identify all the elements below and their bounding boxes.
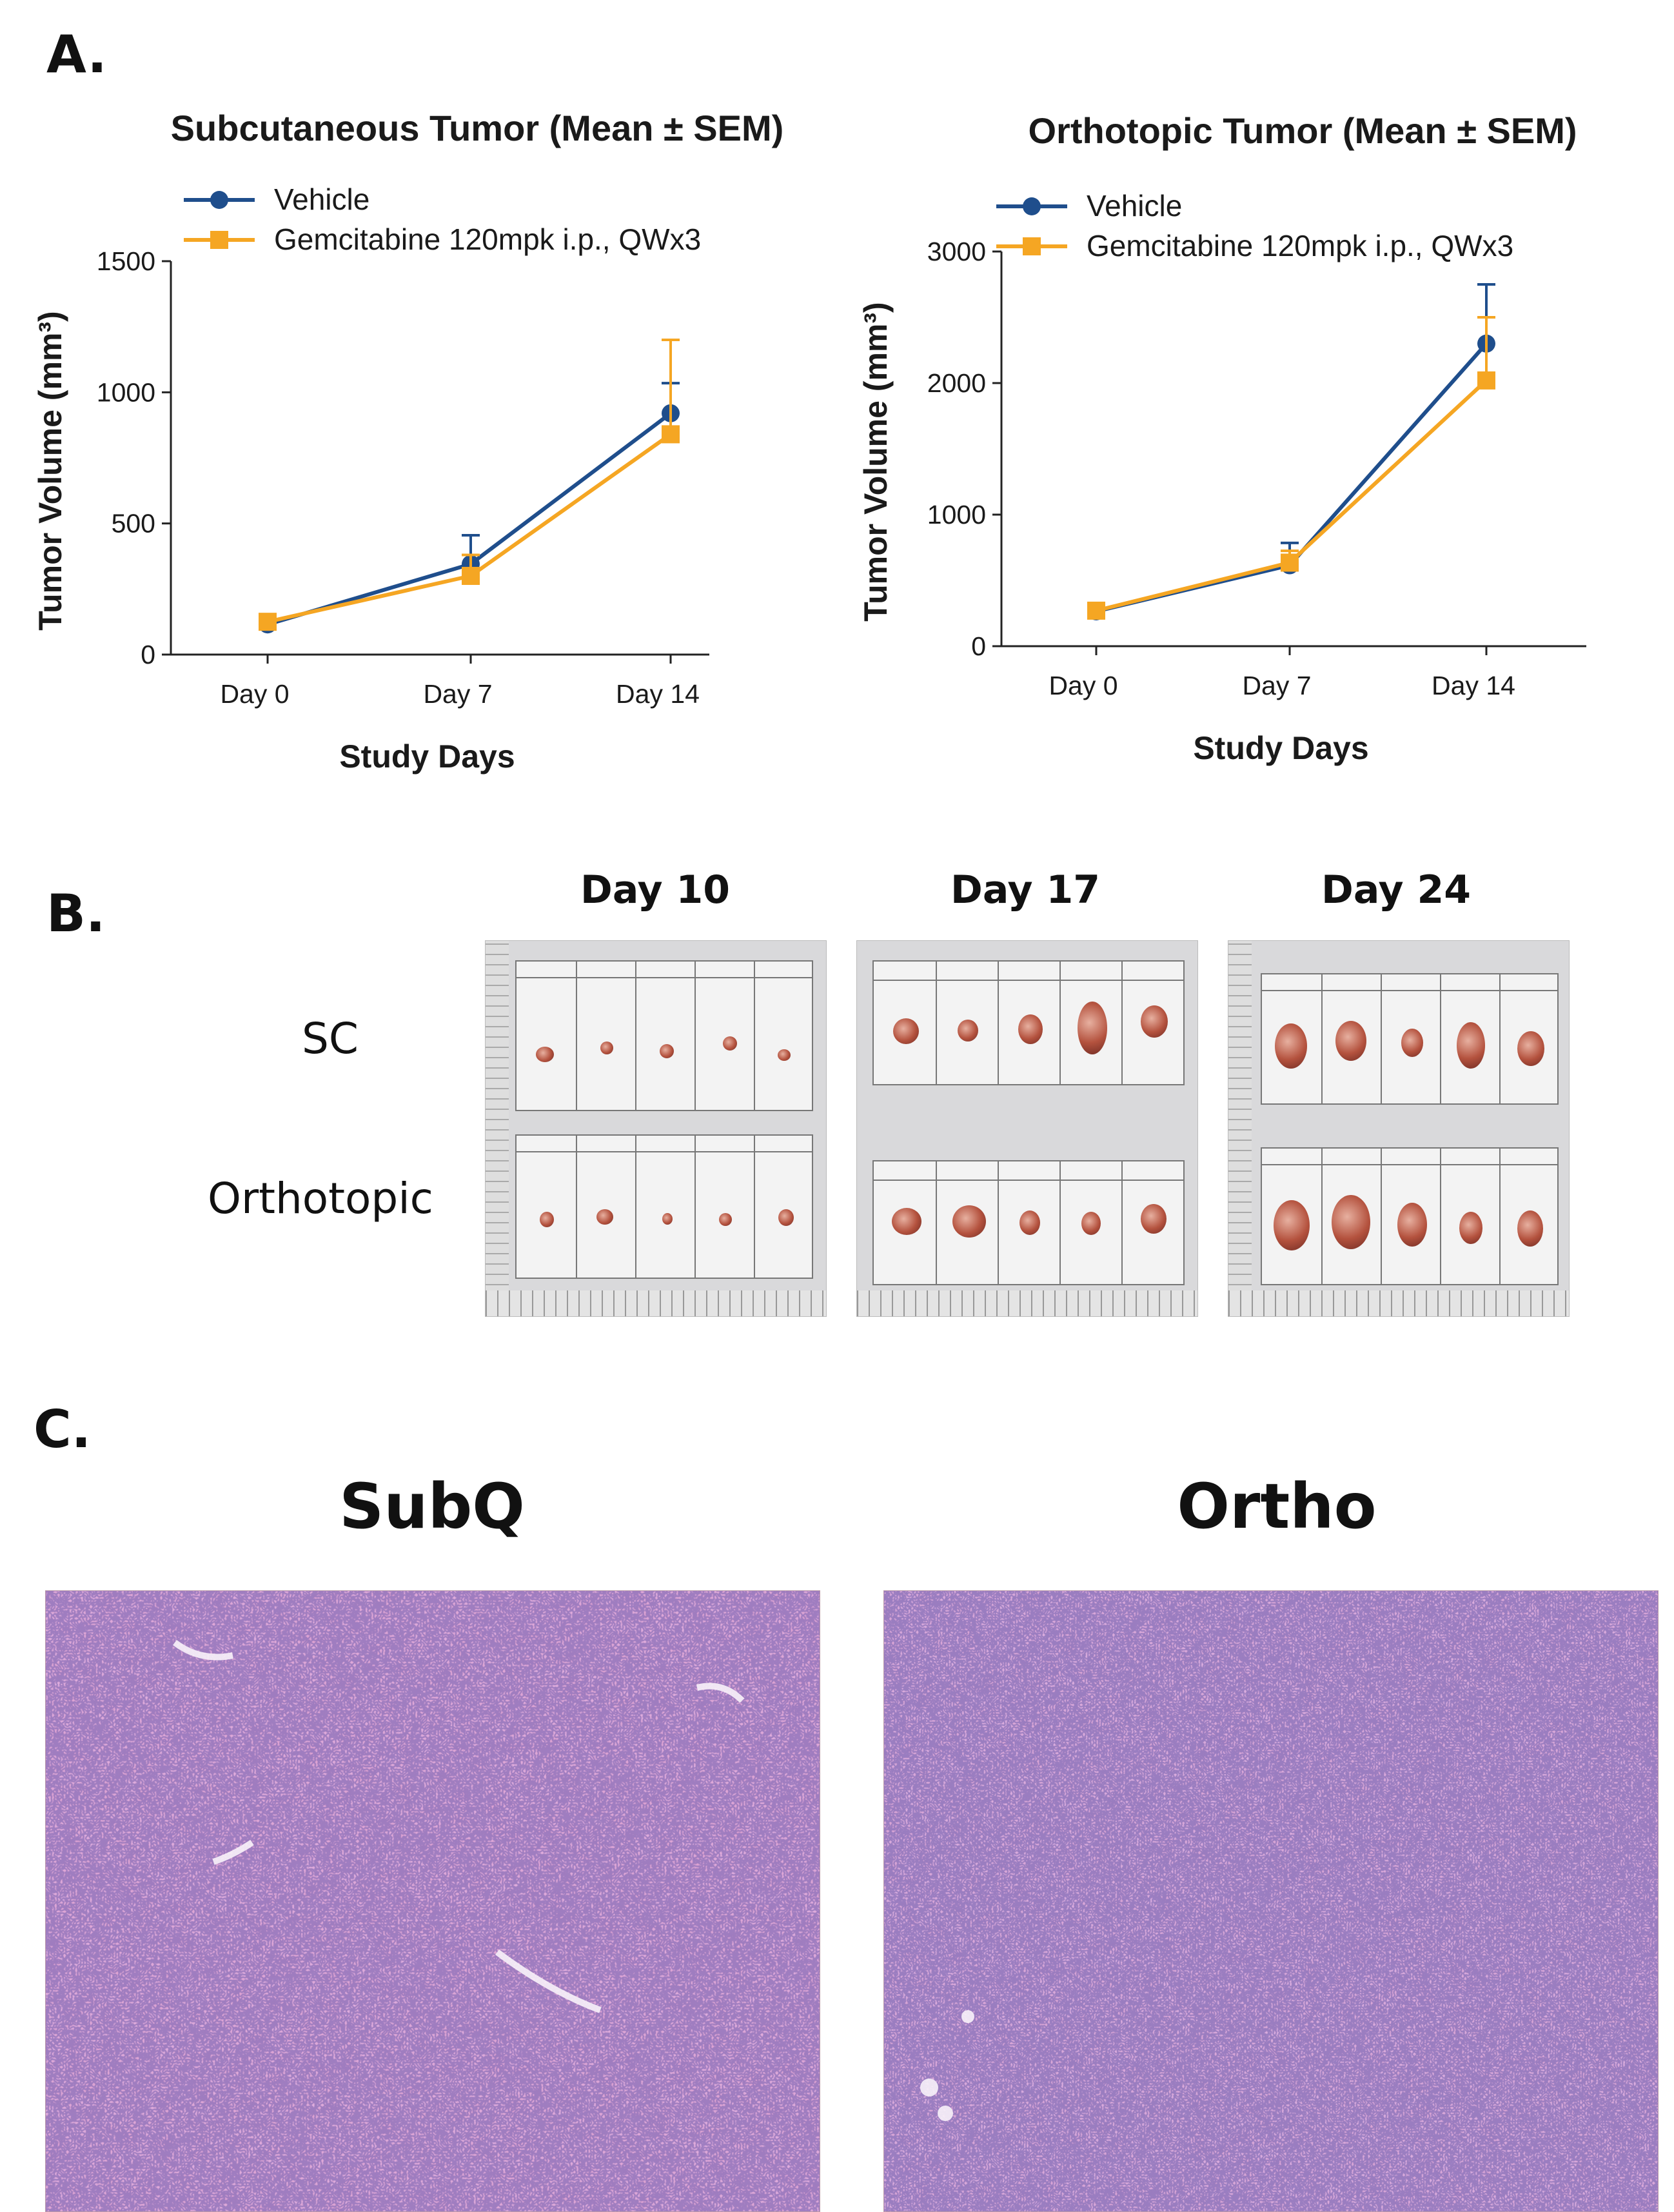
data-point — [1281, 553, 1299, 572]
orthotopic-row-label: Orthotopic — [208, 1174, 433, 1223]
subq-histology-image — [45, 1590, 820, 2212]
panel-a-label: A. — [46, 25, 107, 84]
data-point — [462, 567, 480, 585]
y-tick-label: 1000 — [927, 500, 986, 529]
ortho-heading: Ortho — [1177, 1470, 1377, 1543]
series-line — [1096, 379, 1488, 613]
x-tick-label: Day 0 — [1049, 671, 1118, 700]
series-gemcitabine — [259, 339, 680, 631]
y-tick-label: 0 — [141, 640, 155, 669]
day-10-tumor-photo — [485, 940, 827, 1317]
day-17-heading: Day 17 — [950, 867, 1100, 913]
data-point — [1477, 371, 1495, 390]
orthotopic-tumor-chart: Orthotopic Tumor (Mean ± SEM) 0 1000 2000 30… — [858, 110, 1586, 766]
y-tick-label: 3000 — [927, 237, 986, 266]
series-gemcitabine — [1087, 316, 1495, 620]
panel-b-label: B. — [46, 884, 106, 943]
series-vehicle — [259, 382, 680, 634]
y-axis-label: Tumor Volume (mm³) — [32, 311, 68, 630]
data-point — [662, 425, 680, 444]
data-point — [259, 613, 277, 631]
legend-marker — [210, 191, 228, 209]
legend-label: Vehicle — [274, 183, 369, 216]
x-tick-label: Day 14 — [1432, 671, 1515, 700]
data-point — [1087, 601, 1105, 620]
legend-marker — [1023, 237, 1041, 255]
legend-label: Vehicle — [1087, 189, 1182, 222]
legend-label: Gemcitabine 120mpk i.p., QWx3 — [274, 222, 701, 256]
x-axis-label: Study Days — [1193, 730, 1368, 766]
chart-title: Orthotopic Tumor (Mean ± SEM) — [1029, 110, 1577, 151]
y-tick-label: 0 — [971, 631, 986, 661]
y-tick-label: 500 — [112, 509, 155, 538]
chart-title: Subcutaneous Tumor (Mean ± SEM) — [171, 108, 784, 148]
legend-label: Gemcitabine 120mpk i.p., QWx3 — [1087, 229, 1513, 262]
y-tick-label: 2000 — [927, 368, 986, 398]
x-tick-label: Day 0 — [220, 679, 289, 709]
series-line — [267, 411, 672, 627]
x-tick-label: Day 7 — [1242, 671, 1311, 700]
sc-row-label: SC — [302, 1014, 359, 1063]
x-axis-label: Study Days — [339, 738, 515, 775]
x-tick-label: Day 14 — [616, 679, 700, 709]
day-17-tumor-photo — [856, 940, 1198, 1317]
panel-c-label: C. — [34, 1399, 92, 1459]
day-24-heading: Day 24 — [1321, 867, 1471, 913]
y-tick-label: 1500 — [97, 246, 155, 276]
legend-marker — [210, 231, 228, 249]
subcutaneous-tumor-chart: Subcutaneous Tumor (Mean ± SEM) 0 500 1000 1… — [32, 108, 784, 775]
y-axis-label: Tumor Volume (mm³) — [858, 302, 894, 621]
day-10-heading: Day 10 — [580, 867, 730, 913]
x-tick-label: Day 7 — [423, 679, 492, 709]
day-24-tumor-photo — [1228, 940, 1570, 1317]
series-line — [267, 432, 672, 624]
ortho-histology-image — [883, 1590, 1659, 2212]
y-tick-label: 1000 — [97, 377, 155, 407]
subq-heading: SubQ — [339, 1470, 525, 1543]
legend-marker — [1023, 197, 1041, 215]
